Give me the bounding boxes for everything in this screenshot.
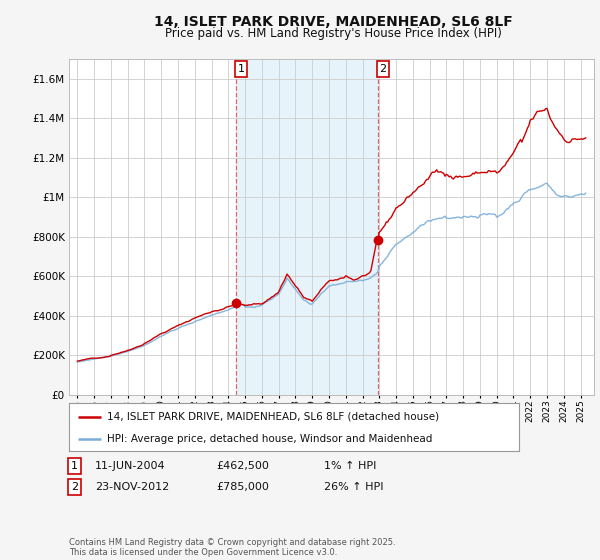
Text: 1: 1 (238, 64, 244, 74)
Text: 1: 1 (71, 461, 78, 471)
Text: Price paid vs. HM Land Registry's House Price Index (HPI): Price paid vs. HM Land Registry's House … (164, 27, 502, 40)
Text: 2: 2 (379, 64, 386, 74)
Text: 23-NOV-2012: 23-NOV-2012 (95, 482, 169, 492)
Text: 11-JUN-2004: 11-JUN-2004 (95, 461, 166, 471)
Text: Contains HM Land Registry data © Crown copyright and database right 2025.
This d: Contains HM Land Registry data © Crown c… (69, 538, 395, 557)
Text: HPI: Average price, detached house, Windsor and Maidenhead: HPI: Average price, detached house, Wind… (107, 434, 433, 444)
Text: 14, ISLET PARK DRIVE, MAIDENHEAD, SL6 8LF (detached house): 14, ISLET PARK DRIVE, MAIDENHEAD, SL6 8L… (107, 412, 439, 422)
Text: 1% ↑ HPI: 1% ↑ HPI (324, 461, 376, 471)
Text: 14, ISLET PARK DRIVE, MAIDENHEAD, SL6 8LF: 14, ISLET PARK DRIVE, MAIDENHEAD, SL6 8L… (154, 15, 512, 29)
Text: £462,500: £462,500 (216, 461, 269, 471)
Text: £785,000: £785,000 (216, 482, 269, 492)
Text: 2: 2 (71, 482, 78, 492)
Bar (236, 59, 377, 395)
Text: 26% ↑ HPI: 26% ↑ HPI (324, 482, 383, 492)
